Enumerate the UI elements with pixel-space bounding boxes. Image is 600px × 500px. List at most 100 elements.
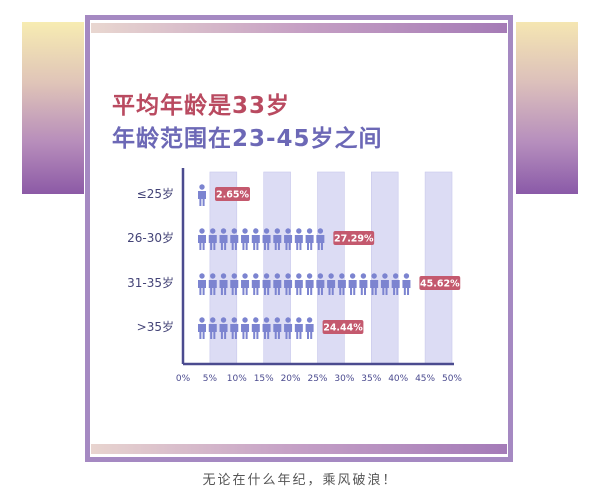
x-tick-label: 35%	[361, 374, 381, 384]
value-label: 24.44%	[323, 323, 363, 334]
person-icon-body	[241, 235, 250, 250]
x-tick-label: 5%	[203, 374, 218, 384]
person-icon-body	[316, 280, 325, 295]
person-icon	[402, 273, 411, 295]
person-icon-head	[253, 317, 259, 323]
x-tick-label: 50%	[442, 374, 462, 384]
person-icon-body	[219, 280, 228, 295]
person-icon	[284, 273, 293, 295]
person-icon-head	[296, 317, 302, 323]
person-icon-body	[241, 324, 250, 339]
person-icon	[219, 228, 228, 250]
person-icon-head	[317, 273, 324, 279]
card-bottom-band	[91, 444, 507, 454]
person-icon-body	[208, 324, 217, 339]
person-icon-head	[306, 273, 313, 279]
person-icon-head	[231, 317, 237, 323]
person-icon-head	[317, 228, 324, 234]
person-icon-body	[219, 324, 228, 339]
person-icon-body	[294, 280, 303, 295]
person-icon	[316, 273, 325, 295]
value-label-badge	[419, 276, 461, 290]
person-icon-body	[305, 235, 314, 250]
person-icon	[380, 273, 389, 295]
person-icon-head	[253, 228, 259, 234]
person-icon-head	[360, 273, 367, 279]
person-icon	[294, 273, 303, 295]
person-icon-head	[199, 228, 205, 234]
person-icon-head	[306, 228, 313, 234]
person-icon	[241, 273, 250, 295]
person-icon	[284, 228, 293, 250]
person-icon	[198, 228, 206, 250]
x-tick-label: 25%	[307, 374, 327, 384]
category-label: ≤25岁	[137, 186, 174, 201]
person-icon-body	[273, 280, 282, 295]
person-icon-head	[199, 273, 205, 279]
person-icon-body	[284, 235, 293, 250]
person-icon-body	[273, 324, 282, 339]
person-icon-body	[251, 280, 260, 295]
person-icon-row	[198, 228, 325, 250]
person-icon-body	[337, 280, 346, 295]
person-icon-body	[294, 235, 303, 250]
person-icon	[230, 273, 239, 295]
person-icon-body	[284, 280, 293, 295]
person-icon	[294, 228, 303, 250]
person-icon-body	[305, 324, 314, 339]
value-label: 2.65%	[216, 190, 249, 201]
person-icon	[294, 317, 303, 339]
person-icon-body	[402, 280, 411, 295]
person-icon-head	[296, 273, 302, 279]
person-icon-body	[316, 235, 325, 250]
person-icon-head	[242, 317, 248, 323]
person-icon-body	[208, 235, 217, 250]
person-icon-head	[242, 273, 248, 279]
person-icon	[262, 317, 271, 339]
person-icon	[359, 273, 368, 295]
x-tick-label: 45%	[415, 374, 435, 384]
grid-band	[370, 171, 399, 365]
decor-gradient-left	[22, 22, 84, 194]
person-icon	[348, 273, 357, 295]
grid-band	[317, 171, 345, 365]
person-icon-head	[274, 228, 281, 234]
person-icon	[273, 228, 282, 250]
person-icon-body	[251, 235, 260, 250]
person-icon-head	[328, 273, 334, 279]
person-icon-body	[198, 191, 206, 206]
person-icon	[305, 317, 314, 339]
value-label: 45.62%	[420, 279, 460, 290]
category-label: 26-30岁	[127, 230, 174, 245]
person-icon	[251, 228, 260, 250]
person-icon	[305, 273, 314, 295]
person-icon	[198, 184, 206, 206]
person-icon-body	[208, 280, 217, 295]
person-icon-body	[327, 280, 336, 295]
person-icon-body	[219, 235, 228, 250]
person-icon-body	[294, 324, 303, 339]
person-icon-head	[274, 317, 281, 323]
person-icon-head	[253, 273, 259, 279]
person-icon-body	[230, 280, 239, 295]
person-icon-body	[380, 280, 389, 295]
person-icon-body	[284, 324, 293, 339]
person-icon	[370, 273, 379, 295]
person-icon	[391, 273, 400, 295]
person-icon-head	[220, 273, 227, 279]
grid-band	[424, 171, 453, 365]
category-label: 31-35岁	[127, 275, 174, 290]
x-tick-label: 40%	[388, 374, 408, 384]
person-icon-head	[220, 228, 227, 234]
person-icon-head	[199, 184, 205, 190]
category-label: >35岁	[137, 319, 174, 334]
person-icon-head	[210, 273, 216, 279]
person-icon-head	[199, 317, 205, 323]
person-icon	[241, 228, 250, 250]
person-icon	[230, 317, 239, 339]
person-icon-row	[198, 317, 314, 339]
person-icon-body	[348, 280, 357, 295]
person-icon	[208, 317, 217, 339]
x-tick-label: 15%	[254, 374, 274, 384]
person-icon-body	[251, 324, 260, 339]
